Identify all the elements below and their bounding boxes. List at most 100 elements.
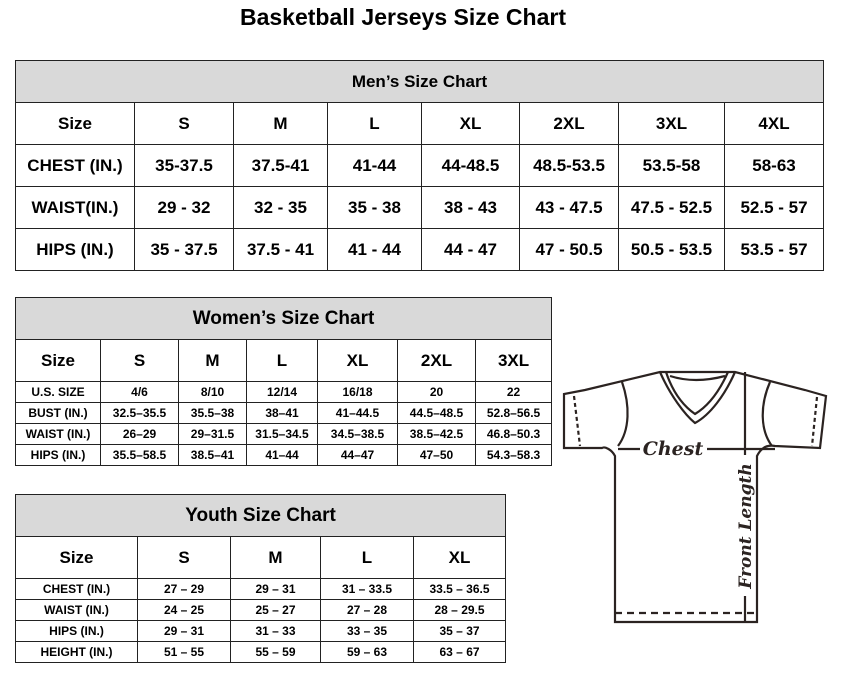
womens-heading: Women’s Size Chart [14,297,553,340]
table-row: HIPS (IN.) 35 - 37.5 37.5 - 41 41 - 44 44 - … [15,228,825,271]
table-cell: 29 – 31 [137,620,231,642]
table-cell: 53.5 - 57 [723,228,825,271]
front-length-label: Front Length [736,463,756,589]
table-row: CHEST (IN.) 27 – 29 29 – 31 31 – 33.5 33.5 –… [15,578,507,600]
table-cell: 37.5-41 [233,144,328,187]
table-cell: 29–31.5 [178,423,247,445]
table-cell: L [320,536,414,579]
table-cell: 35-37.5 [134,144,234,187]
table-cell: 52.8–56.5 [474,402,553,424]
table-cell: S [134,102,234,145]
table-cell: S [137,536,231,579]
table-cell: 38 - 43 [421,186,520,229]
row-label: HIPS (IN.) [15,444,101,466]
table-cell: 37.5 - 41 [233,228,328,271]
table-cell: 50.5 - 53.5 [618,228,725,271]
left-armhole [617,381,629,447]
table-cell: 44.5–48.5 [397,402,476,424]
table-cell: 12/14 [246,381,318,403]
table-cell: 41–44.5 [317,402,398,424]
table-row: HIPS (IN.) 29 – 31 31 – 33 33 – 35 35 – 37 [15,620,507,642]
table-cell: 46.8–50.3 [474,423,553,445]
chest-label: Chest [643,438,704,460]
table-row: CHEST (IN.) 35-37.5 37.5-41 41-44 44-48.5 48.… [15,144,825,187]
header-row: Size S M L XL [15,536,507,579]
table-cell: 28 – 29.5 [412,599,507,621]
table-cell: 16/18 [317,381,398,403]
row-label: WAIST (IN.) [15,423,101,445]
row-label: CHEST (IN.) [15,144,135,187]
table-cell: 34.5–38.5 [317,423,398,445]
row-label: Size [15,102,135,145]
youth-size-table: Youth Size Chart Size S M L XL CHEST (IN.) 27 … [14,494,507,663]
table-cell: 43 - 47.5 [519,186,619,229]
row-label: WAIST(IN.) [15,186,135,229]
table-cell: XL [317,339,398,382]
table-cell: L [327,102,422,145]
table-cell: 59 – 63 [320,641,414,663]
table-cell: M [233,102,328,145]
row-label: CHEST (IN.) [15,578,138,600]
table-cell: 29 - 32 [134,186,234,229]
table-cell: XL [421,102,520,145]
table-cell: 47.5 - 52.5 [618,186,725,229]
table-cell: M [230,536,321,579]
table-row: WAIST(IN.) 29 - 32 32 - 35 35 - 38 38 - 43 43… [15,186,825,229]
table-cell: 52.5 - 57 [723,186,825,229]
table-cell: 41-44 [327,144,422,187]
table-cell: 24 – 25 [137,599,231,621]
table-cell: 63 – 67 [412,641,507,663]
table-cell: 41–44 [246,444,318,466]
table-cell: 47 - 50.5 [519,228,619,271]
table-cell: 31 – 33 [230,620,321,642]
row-label: Size [15,339,101,382]
table-cell: 20 [397,381,476,403]
table-cell: 55 – 59 [230,641,321,663]
right-armhole [761,381,773,447]
shirt-diagram: Chest Front Length [562,370,828,624]
table-cell: 3XL [474,339,553,382]
table-cell: 35 - 38 [327,186,422,229]
row-label: HEIGHT (IN.) [15,641,138,663]
table-cell: S [100,339,179,382]
table-cell: 26–29 [100,423,179,445]
row-label: U.S. SIZE [15,381,101,403]
table-cell: 4/6 [100,381,179,403]
header-row: Size S M L XL 2XL 3XL 4XL [15,102,825,145]
table-cell: 41 - 44 [327,228,422,271]
table-cell: 38.5–42.5 [397,423,476,445]
table-row: U.S. SIZE 4/6 8/10 12/14 16/18 20 22 [15,381,553,403]
table-cell: 44-48.5 [421,144,520,187]
table-cell: 4XL [723,102,825,145]
table-cell: 27 – 28 [320,599,414,621]
table-cell: XL [412,536,507,579]
table-cell: 31 – 33.5 [320,578,414,600]
row-label: HIPS (IN.) [15,620,138,642]
table-cell: 58-63 [723,144,825,187]
table-cell: 53.5-58 [618,144,725,187]
table-cell: 32 - 35 [233,186,328,229]
table-cell: 47–50 [397,444,476,466]
table-cell: 29 – 31 [230,578,321,600]
mens-heading: Men’s Size Chart [14,60,825,103]
womens-size-table: Women’s Size Chart Size S M L XL 2XL 3XL U.S. S… [14,297,553,466]
table-cell: 51 – 55 [137,641,231,663]
row-label: BUST (IN.) [15,402,101,424]
shirt-outline [562,370,828,624]
youth-heading: Youth Size Chart [14,494,507,537]
collar [658,371,737,425]
table-cell: 32.5–35.5 [100,402,179,424]
table-cell: M [178,339,247,382]
table-cell: 35.5–58.5 [100,444,179,466]
table-cell: 27 – 29 [137,578,231,600]
page-title: Basketball Jerseys Size Chart [239,4,566,30]
table-row: WAIST (IN.) 24 – 25 25 – 27 27 – 28 28 – 29.… [15,599,507,621]
table-cell: 2XL [397,339,476,382]
table-cell: L [246,339,318,382]
table-cell: 35 - 37.5 [134,228,234,271]
table-row: WAIST (IN.) 26–29 29–31.5 31.5–34.5 34.5–38.… [15,423,553,445]
table-cell: 31.5–34.5 [246,423,318,445]
table-cell: 38.5–41 [178,444,247,466]
mens-size-table: Men’s Size Chart Size S M L XL 2XL 3XL 4XL CHEST… [14,60,825,271]
